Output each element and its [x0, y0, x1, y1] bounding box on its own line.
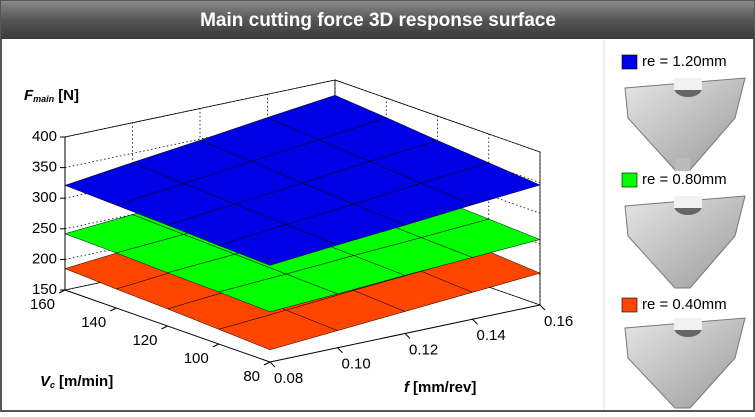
z-tick-label: 200 — [32, 250, 57, 267]
legend-swatch — [622, 55, 637, 69]
legend-label: re = 0.80mm — [642, 171, 727, 188]
page: {"chart_data": { "type": "surface3d", "t… — [0, 0, 755, 412]
y-tick-label: 80 — [243, 368, 260, 385]
y-axis-sub: c — [50, 380, 55, 390]
x-axis-unit: [mm/rev] — [413, 379, 476, 396]
x-tick-label: 0.12 — [409, 341, 438, 358]
x-tick-label: 0.16 — [544, 313, 573, 330]
legend-swatch — [622, 173, 637, 187]
y-axis-unit: [m/min] — [59, 373, 113, 390]
x-axis-label: f[mm/rev] — [404, 379, 476, 396]
z-tick-label: 400 — [32, 128, 57, 145]
chart: Main cutting force 3D response surface F… — [0, 0, 755, 412]
y-tick-label: 100 — [184, 350, 209, 367]
legend-swatch — [622, 298, 637, 312]
x-tick-label: 0.10 — [342, 356, 371, 373]
legend-label: re = 0.40mm — [642, 296, 727, 313]
x-tick-label: 0.14 — [477, 327, 506, 344]
y-tick-label: 140 — [81, 314, 106, 331]
z-tick-label: 350 — [32, 159, 57, 176]
z-axis-sub: main — [33, 94, 55, 104]
legend-label: re = 1.20mm — [642, 53, 727, 70]
chart-title: Main cutting force 3D response surface — [200, 10, 556, 31]
y-tick-label: 120 — [132, 332, 157, 349]
z-tick-label: 300 — [32, 189, 57, 206]
z-tick-label: 250 — [32, 220, 57, 237]
y-tick-label: 160 — [30, 296, 55, 313]
z-axis-unit: [N] — [58, 87, 79, 104]
x-tick-label: 0.08 — [274, 370, 303, 387]
